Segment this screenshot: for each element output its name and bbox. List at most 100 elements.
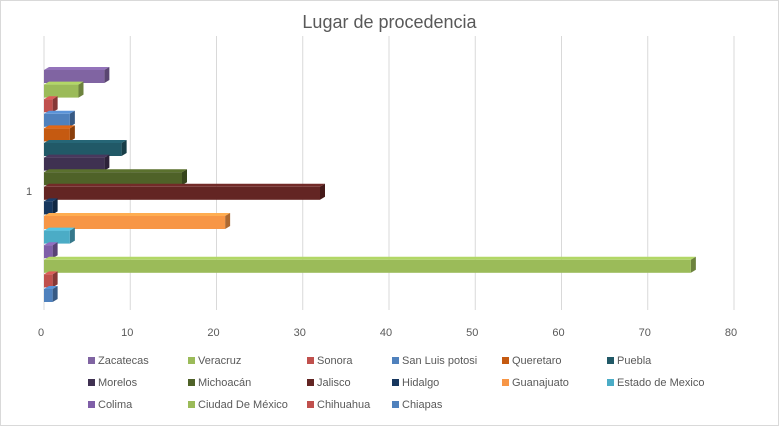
- legend-swatch: [502, 356, 509, 364]
- bar-chiapas: [44, 286, 58, 302]
- bars: [44, 67, 696, 302]
- legend-swatch: [307, 378, 314, 386]
- legend-item: Guanajuato: [502, 377, 569, 391]
- legend-item: Morelos: [88, 377, 137, 391]
- bar-front-face: [44, 113, 70, 127]
- legend-swatch: [188, 378, 195, 386]
- x-tick-label: 40: [380, 327, 392, 339]
- bar-queretaro: [44, 125, 75, 142]
- bar-front-face: [44, 289, 53, 302]
- x-tick-label: 70: [639, 327, 651, 339]
- bar-top-face: [44, 154, 110, 158]
- bar-side-face: [52, 271, 58, 288]
- bar-top-face: [44, 227, 75, 231]
- legend-item: Puebla: [607, 355, 651, 369]
- bar-front-face: [44, 157, 105, 171]
- legend-swatch: [607, 356, 614, 364]
- legend-label: Ciudad De México: [198, 399, 288, 411]
- legend-item: Sonora: [307, 355, 352, 369]
- bar-jalisco: [44, 183, 325, 200]
- bar-side-face: [104, 154, 110, 171]
- x-tick-label: 10: [121, 327, 133, 339]
- bar-top-face: [44, 198, 58, 202]
- legend-item: Ciudad De México: [188, 399, 288, 413]
- bar-hidalgo: [44, 198, 58, 215]
- legend-swatch: [392, 400, 399, 408]
- bar-top-face: [44, 271, 58, 275]
- chart-title: Lugar de procedencia: [302, 12, 477, 32]
- x-tick-label: 60: [552, 327, 564, 339]
- bar-side-face: [69, 110, 75, 127]
- x-tick-label: 50: [466, 327, 478, 339]
- bar-front-face: [44, 172, 182, 186]
- bar-top-face: [44, 125, 75, 129]
- bar-top-face: [44, 242, 58, 246]
- legend-label: Colima: [98, 399, 133, 411]
- bar-michoacán: [44, 169, 187, 186]
- bar-estado-de-mexico: [44, 227, 75, 244]
- bar-front-face: [44, 186, 320, 200]
- legend-item: Chiapas: [392, 399, 442, 413]
- bar-front-face: [44, 128, 70, 142]
- bar-side-face: [104, 67, 110, 83]
- bar-top-face: [44, 286, 58, 289]
- legend-label: Queretaro: [512, 355, 562, 367]
- legend-swatch: [188, 356, 195, 364]
- bar-top-face: [44, 140, 127, 143]
- legend-item: Veracruz: [188, 355, 241, 369]
- bar-chihuahua: [44, 271, 58, 288]
- x-tick-label: 20: [207, 327, 219, 339]
- bar-side-face: [690, 256, 696, 273]
- bar-front-face: [44, 99, 53, 113]
- bar-front-face: [44, 84, 79, 98]
- bar-ciudad-de-méxico: [44, 256, 696, 273]
- legend-label: Puebla: [617, 355, 652, 367]
- bar-side-face: [52, 286, 58, 302]
- legend-item: Hidalgo: [392, 377, 439, 391]
- bar-front-face: [44, 216, 226, 229]
- x-tick-label: 30: [294, 327, 306, 339]
- legend-label: Chiapas: [402, 399, 443, 411]
- bar-morelos: [44, 154, 110, 171]
- legend-item: Queretaro: [502, 355, 562, 369]
- legend-item: San Luis potosi: [392, 355, 477, 369]
- legend-swatch: [188, 400, 195, 408]
- bar-top-face: [44, 110, 75, 114]
- legend-swatch: [392, 378, 399, 386]
- bar-top-face: [44, 183, 325, 187]
- bar-front-face: [44, 245, 53, 259]
- x-tick-label: 0: [38, 327, 44, 339]
- x-axis-ticks: 0 10 20 30 40 50 60 70 80: [38, 327, 737, 339]
- bar-top-face: [44, 67, 110, 70]
- legend-item: Zacatecas: [88, 355, 149, 369]
- bar-side-face: [52, 96, 58, 113]
- x-tick-label: 80: [725, 327, 737, 339]
- legend-swatch: [307, 356, 314, 364]
- legend-swatch: [607, 378, 614, 386]
- bar-side-face: [78, 81, 84, 98]
- legend-label: Chihuahua: [317, 399, 371, 411]
- legend-item: Michoacán: [188, 377, 251, 391]
- bar-veracruz: [44, 81, 84, 98]
- bar-top-face: [44, 213, 231, 216]
- legend-label: Michoacán: [198, 377, 252, 389]
- bar-top-face: [44, 96, 58, 100]
- bar-colima: [44, 242, 58, 259]
- legend-label: Morelos: [98, 377, 138, 389]
- bar-front-face: [44, 259, 691, 273]
- legend-label: Hidalgo: [402, 377, 440, 389]
- bar-guanajuato: [44, 213, 231, 229]
- bar-front-face: [44, 143, 122, 156]
- bar-side-face: [225, 213, 231, 229]
- legend-label: Jalisco: [317, 377, 351, 389]
- legend-label: Guanajuato: [512, 377, 569, 389]
- legend-label: San Luis potosi: [402, 355, 478, 367]
- legend-item: Jalisco: [307, 377, 351, 391]
- bar-side-face: [182, 169, 187, 186]
- bar-side-face: [69, 125, 75, 142]
- category-label: 1: [26, 186, 32, 198]
- legend-item: Colima: [88, 399, 132, 413]
- legend-label: Estado de Mexico: [617, 377, 705, 389]
- legend-swatch: [392, 356, 399, 364]
